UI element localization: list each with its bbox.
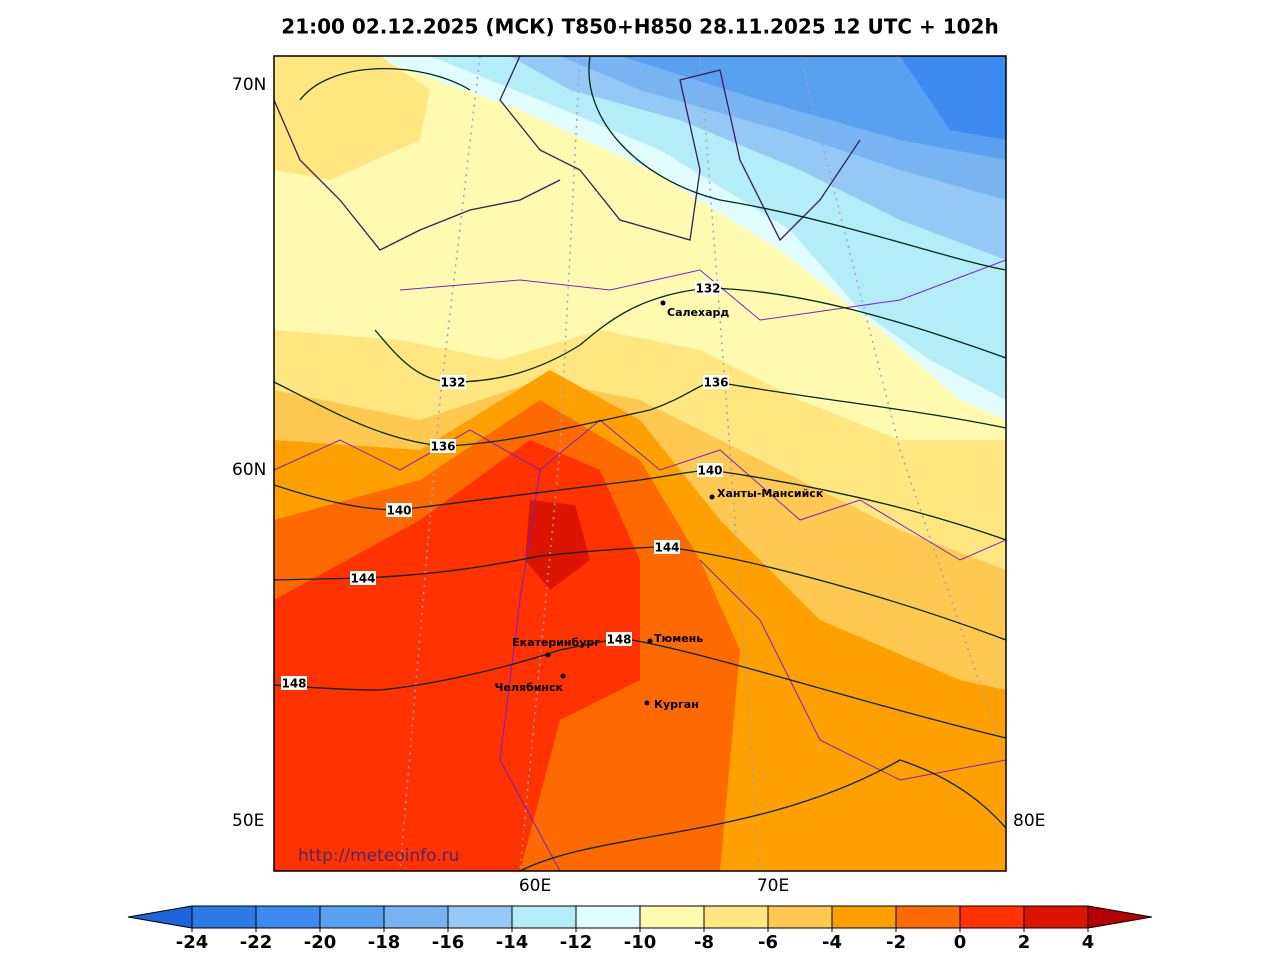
- colorbar-segment: [383, 905, 449, 929]
- colorbar-tick-label: -8: [694, 932, 714, 953]
- colorbar-segment: [191, 905, 257, 929]
- colorbar-tick-label: -10: [624, 932, 657, 953]
- colorbar-tick-label: -20: [304, 932, 337, 953]
- contour-label: 144: [654, 541, 679, 555]
- city-dot: [709, 494, 715, 500]
- colorbar-segment: [895, 905, 961, 929]
- city-dot: [644, 700, 650, 706]
- city-dot: [647, 638, 653, 644]
- colorbar-tick-label: -16: [432, 932, 465, 953]
- contour-label-bg: [606, 632, 632, 646]
- contour-label-bg: [350, 571, 376, 585]
- contour-label: 140: [697, 464, 722, 478]
- contour-label-bg: [697, 463, 723, 477]
- contour-label: 136: [703, 376, 728, 390]
- axis-label: 80E: [1013, 811, 1045, 831]
- city-name: Салехард: [667, 306, 729, 319]
- colorbar-segment: [831, 905, 897, 929]
- city-dot: [545, 652, 551, 658]
- axis-labels: 70N 60N 50E 60E 70E 80E: [232, 75, 1045, 896]
- watermark: http://meteoinfo.ru: [298, 846, 459, 866]
- colorbar-tick-label: -12: [560, 932, 593, 953]
- colorbar-segment: [767, 905, 833, 929]
- colorbar-tick-label: 4: [1082, 932, 1095, 953]
- contour-label: 132: [695, 282, 720, 296]
- contour-label-bg: [695, 281, 721, 295]
- colorbar-segment: [511, 905, 577, 929]
- colorbar-tick-label: 0: [954, 932, 967, 953]
- axis-label: 50E: [232, 811, 264, 831]
- colorbar-tick-label: 2: [1018, 932, 1031, 953]
- axis-label: 60N: [232, 460, 266, 480]
- colorbar-tick-label: -2: [886, 932, 906, 953]
- colorbar-tick-label: -14: [496, 932, 529, 953]
- cities: Салехард Ханты-Мансийск Екатеринбург Тюмень…: [495, 300, 824, 711]
- map-frame: [273, 55, 1007, 872]
- city-name: Курган: [654, 698, 699, 711]
- colorbar-segment: [1023, 905, 1089, 929]
- contour-label: 132: [440, 376, 465, 390]
- colorbar: -24 -22 -20 -18 -16 -14 -12 -10 -8 -6 -4 -2 0 2 4: [127, 905, 1153, 953]
- contour-label-bg: [430, 439, 456, 453]
- contour-label-bg: [281, 676, 307, 690]
- colorbar-segment: [255, 905, 321, 929]
- contour-label-bg: [654, 540, 680, 554]
- city-name: Челябинск: [495, 681, 564, 694]
- contour-label-bg: [703, 375, 729, 389]
- map-area: http://meteoinfo.ru: [274, 56, 1006, 871]
- contour-label: 136: [430, 440, 455, 454]
- contour-label: 148: [281, 677, 306, 691]
- contour-label-bg: [386, 503, 412, 517]
- contour-labels: 132 132 136 136 140 140 144 144 148 148: [281, 281, 729, 691]
- colorbar-segment: [319, 905, 385, 929]
- contour-label: 144: [350, 572, 375, 586]
- colorbar-segment: [447, 905, 513, 929]
- colorbar-segment: [639, 905, 705, 929]
- colorbar-under: [127, 905, 193, 929]
- city-dot: [660, 300, 666, 306]
- city-dot: [560, 673, 566, 679]
- contour-label: 140: [386, 504, 411, 518]
- colorbar-tick-label: -6: [758, 932, 778, 953]
- title: 21:00 02.12.2025 (МСК) T850+H850 28.11.2…: [281, 15, 998, 39]
- contour-label: 148: [606, 633, 631, 647]
- contour-label-bg: [440, 375, 466, 389]
- colorbar-segment: [575, 905, 641, 929]
- colorbar-over: [1087, 905, 1153, 929]
- colorbar-segment: [703, 905, 769, 929]
- axis-label: 70E: [757, 876, 789, 896]
- colorbar-segment: [959, 905, 1025, 929]
- colorbar-tick-label: -22: [240, 932, 273, 953]
- colorbar-tick-label: -18: [368, 932, 401, 953]
- city-name: Екатеринбург: [512, 636, 600, 649]
- axis-label: 60E: [519, 876, 551, 896]
- city-name: Тюмень: [654, 632, 703, 645]
- axis-label: 70N: [232, 75, 266, 95]
- colorbar-tick-label: -4: [822, 932, 842, 953]
- city-name: Ханты-Мансийск: [717, 487, 824, 500]
- colorbar-tick-label: -24: [176, 932, 209, 953]
